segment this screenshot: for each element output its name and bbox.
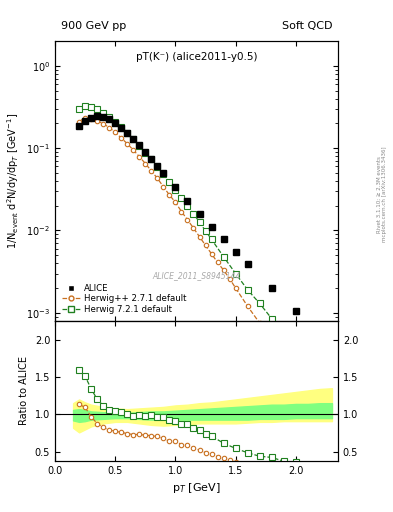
Y-axis label: Ratio to ALICE: Ratio to ALICE [19, 356, 29, 425]
X-axis label: p$_T$ [GeV]: p$_T$ [GeV] [172, 481, 221, 495]
Text: mcplots.cern.ch [arXiv:1306.3436]: mcplots.cern.ch [arXiv:1306.3436] [382, 147, 387, 242]
Y-axis label: 1/N$_{\rm event}$ d$^2$N/dy/dp$_T$ [GeV$^{-1}$]: 1/N$_{\rm event}$ d$^2$N/dy/dp$_T$ [GeV$… [5, 113, 20, 249]
Text: pT(K⁻) (alice2011-y0.5): pT(K⁻) (alice2011-y0.5) [136, 52, 257, 62]
Text: ALICE_2011_S8945144: ALICE_2011_S8945144 [152, 271, 241, 281]
Legend: ALICE, Herwig++ 2.7.1 default, Herwig 7.2.1 default: ALICE, Herwig++ 2.7.1 default, Herwig 7.… [59, 281, 189, 316]
Text: Rivet 3.1.10; ≥ 2.3M events: Rivet 3.1.10; ≥ 2.3M events [377, 156, 382, 233]
Text: 900 GeV pp: 900 GeV pp [61, 21, 126, 31]
Text: Soft QCD: Soft QCD [282, 21, 332, 31]
